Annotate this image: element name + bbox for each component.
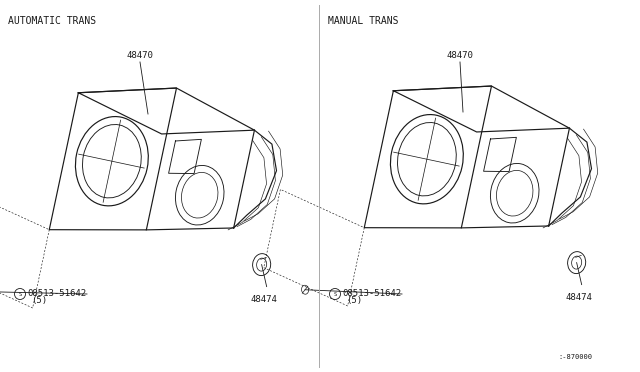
Text: S: S [19,292,22,296]
Text: S: S [333,292,337,296]
Text: AUTOMATIC TRANS: AUTOMATIC TRANS [8,16,96,26]
Text: 48474: 48474 [250,295,277,304]
Text: (5): (5) [31,296,47,305]
Text: (5): (5) [346,296,362,305]
Text: MANUAL TRANS: MANUAL TRANS [328,16,399,26]
Text: 08513-51642: 08513-51642 [27,289,86,298]
Text: :-870000: :-870000 [558,354,592,360]
Text: 48470: 48470 [447,51,474,60]
Text: 48470: 48470 [127,51,154,60]
Text: 48474: 48474 [565,293,592,302]
Text: 08513-51642: 08513-51642 [342,289,401,298]
